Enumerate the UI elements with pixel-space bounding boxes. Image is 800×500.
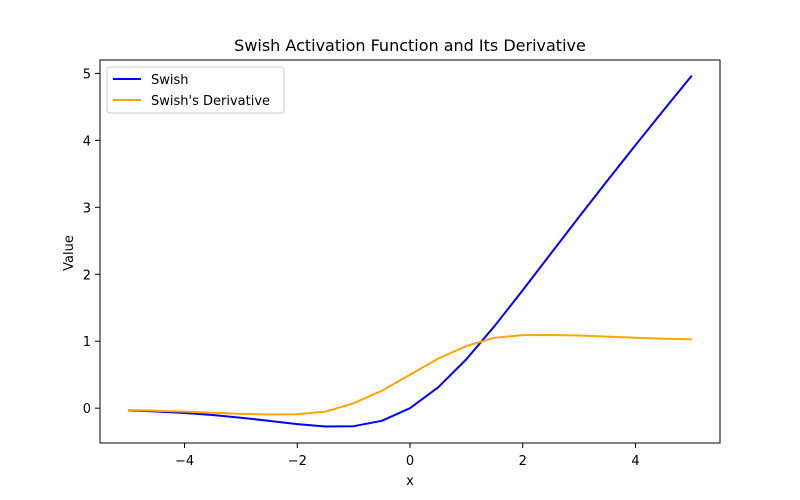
legend-label-swish-derivative: Swish's Derivative	[151, 94, 270, 109]
y-axis-label: Value	[62, 235, 77, 271]
plot-area-frame	[99, 59, 721, 444]
x-tick-label: 2	[519, 454, 527, 469]
x-tick-label: 0	[406, 454, 414, 469]
y-tick-label: 1	[83, 335, 91, 350]
x-tick-label: 4	[631, 454, 639, 469]
x-axis: −4 −2 0 2 4	[175, 443, 640, 469]
legend: Swish Swish's Derivative	[106, 66, 285, 114]
y-tick-label: 3	[83, 201, 91, 216]
x-tick-label: −4	[175, 454, 194, 469]
plot-lines	[128, 74, 693, 428]
x-tick-label: −2	[288, 454, 307, 469]
series-line-1	[128, 333, 692, 416]
y-tick-label: 2	[83, 268, 91, 283]
chart-title: Swish Activation Function and Its Deriva…	[234, 36, 586, 55]
y-axis: 0 1 2 3 4 5	[83, 67, 100, 417]
legend-label-swish: Swish	[151, 73, 189, 88]
legend-box	[106, 66, 285, 114]
y-tick-label: 5	[83, 67, 91, 82]
series-line-0	[128, 74, 693, 428]
x-axis-label: x	[406, 474, 414, 489]
y-tick-label: 4	[83, 134, 91, 149]
y-tick-label: 0	[83, 402, 91, 417]
